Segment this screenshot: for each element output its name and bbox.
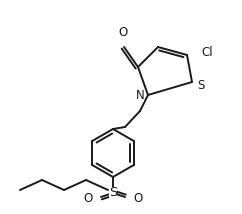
- Text: S: S: [197, 79, 204, 92]
- Text: N: N: [136, 89, 144, 101]
- Text: S: S: [109, 186, 117, 199]
- Text: O: O: [84, 192, 93, 205]
- Text: O: O: [133, 192, 142, 205]
- Text: Cl: Cl: [201, 46, 213, 58]
- Text: O: O: [118, 26, 128, 39]
